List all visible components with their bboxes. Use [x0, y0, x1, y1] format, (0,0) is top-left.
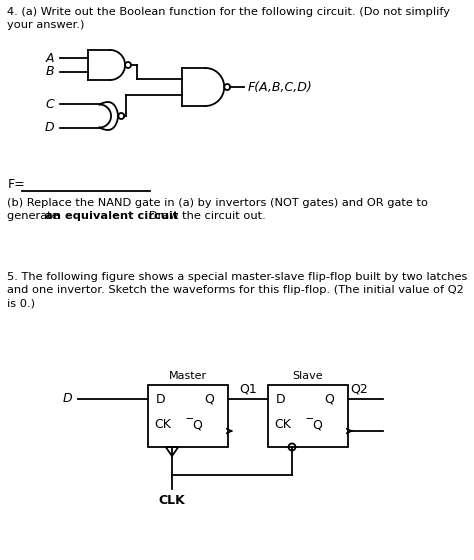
- Text: Slave: Slave: [292, 371, 323, 381]
- Text: your answer.): your answer.): [7, 20, 84, 30]
- Text: 5. The following figure shows a special master-slave flip-flop built by two latc: 5. The following figure shows a special …: [7, 272, 467, 282]
- Text: Q: Q: [312, 418, 322, 431]
- Text: an equivalent circuit: an equivalent circuit: [45, 211, 178, 221]
- Text: D: D: [63, 393, 72, 405]
- Text: A: A: [46, 52, 54, 65]
- Text: F(A,B,C,D): F(A,B,C,D): [247, 81, 312, 94]
- Text: F=: F=: [8, 179, 26, 192]
- Text: CK: CK: [274, 418, 291, 431]
- Text: Master: Master: [169, 371, 207, 381]
- Bar: [148, 385, 228, 447]
- Text: is 0.): is 0.): [7, 298, 35, 308]
- Text: D: D: [276, 393, 286, 406]
- Text: Q: Q: [204, 393, 214, 406]
- Text: C: C: [45, 98, 54, 111]
- Text: Q2: Q2: [350, 382, 368, 395]
- Text: generate: generate: [7, 211, 62, 221]
- Bar: [268, 385, 348, 447]
- Text: 4. (a) Write out the Boolean function for the following circuit. (Do not simplif: 4. (a) Write out the Boolean function fo…: [7, 7, 450, 17]
- Text: and one invertor. Sketch the waveforms for this flip-flop. (The initial value of: and one invertor. Sketch the waveforms f…: [7, 285, 464, 295]
- Text: CK: CK: [154, 418, 171, 431]
- Text: Q: Q: [192, 418, 202, 431]
- Text: B: B: [46, 65, 54, 78]
- Text: D: D: [156, 393, 165, 406]
- Text: .  Draw the circuit out.: . Draw the circuit out.: [138, 211, 266, 221]
- Text: D: D: [45, 121, 54, 134]
- Text: CLK: CLK: [159, 494, 185, 507]
- Text: Q: Q: [324, 393, 334, 406]
- Text: Q1: Q1: [239, 382, 257, 395]
- Text: (b) Replace the NAND gate in (a) by invertors (NOT gates) and OR gate to: (b) Replace the NAND gate in (a) by inve…: [7, 198, 428, 208]
